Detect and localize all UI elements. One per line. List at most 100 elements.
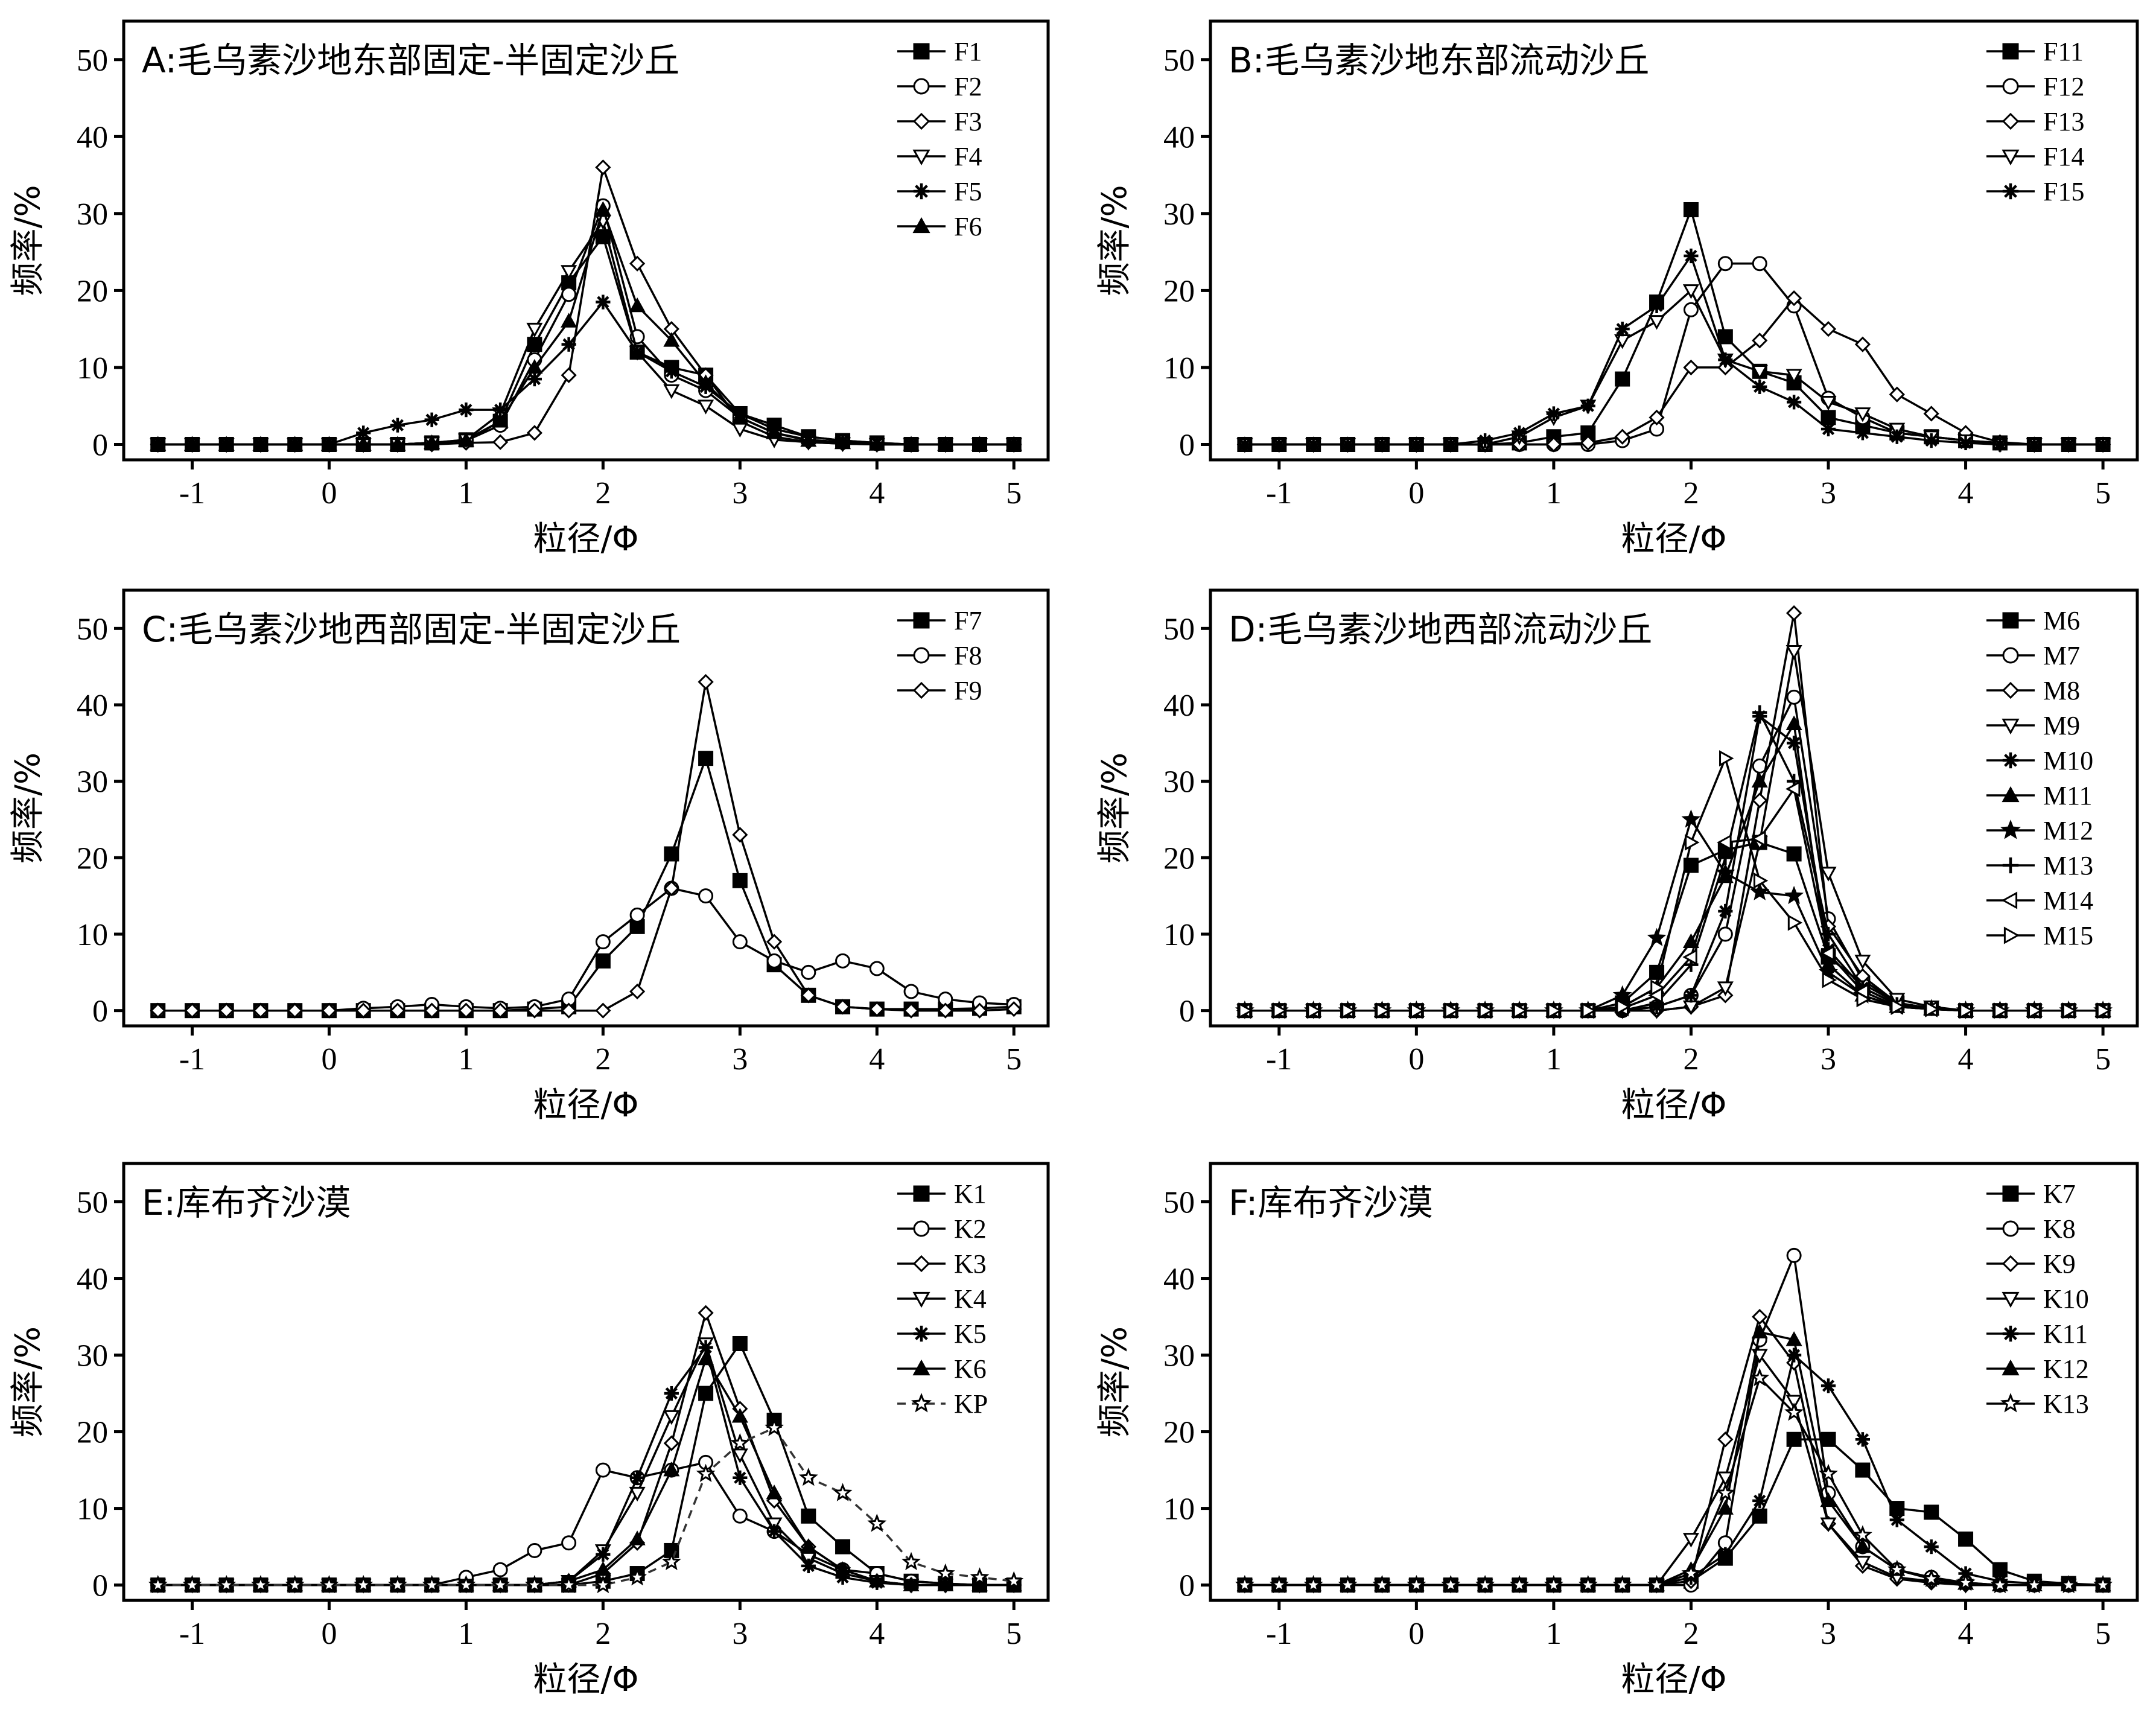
data-point-m15 xyxy=(1650,979,1665,996)
legend-label: M15 xyxy=(2043,921,2093,950)
x-tick-label: 2 xyxy=(595,476,611,511)
data-point-f9 xyxy=(732,827,748,843)
x-tick-label: 5 xyxy=(2095,1617,2111,1651)
data-point-f6 xyxy=(868,436,885,451)
data-point-m10 xyxy=(1684,988,1699,1003)
data-point-f9 xyxy=(903,1002,920,1019)
data-point-m14 xyxy=(1751,830,1766,847)
data-point-m12 xyxy=(1681,809,1701,828)
y-tick-label: 10 xyxy=(1163,1492,1195,1527)
data-point-k13 xyxy=(1510,1574,1529,1594)
data-point-f14 xyxy=(1786,369,1802,384)
data-point-kp xyxy=(285,1574,305,1594)
data-point-f7 xyxy=(732,873,748,888)
series-line-k3 xyxy=(157,1309,1014,1586)
series-line-k1 xyxy=(157,1341,1014,1586)
data-point-m15 xyxy=(1238,1002,1253,1019)
x-tick-label: 0 xyxy=(1408,1042,1424,1077)
data-point-k2 xyxy=(561,1535,577,1551)
data-point-kp xyxy=(559,1574,579,1594)
data-point-k13 xyxy=(1921,1568,1941,1587)
data-point-m15 xyxy=(1994,1002,2009,1019)
legend-label: K4 xyxy=(954,1284,987,1314)
legend-marker xyxy=(2000,1393,2021,1413)
x-tick-label: 4 xyxy=(869,1617,885,1651)
series-k11 xyxy=(1237,1348,2111,1593)
y-tick-label: 40 xyxy=(1163,689,1195,723)
data-point-k6 xyxy=(971,1576,988,1591)
data-point-m12 xyxy=(1750,882,1770,900)
legend-item: M10 xyxy=(1986,746,2093,775)
legend-item: K5 xyxy=(897,1319,987,1349)
data-point-m12 xyxy=(1716,862,1735,882)
legend-item: K3 xyxy=(897,1249,987,1279)
series-k8 xyxy=(1237,1247,2111,1593)
data-point-f15 xyxy=(1443,437,1458,452)
data-point-k10 xyxy=(1854,1556,1871,1571)
data-point-f5 xyxy=(459,402,474,418)
legend-item: F4 xyxy=(897,142,982,171)
data-point-f6 xyxy=(561,313,577,328)
panel-title: D:毛乌素沙地西部流动沙丘 xyxy=(1229,609,1652,650)
data-point-m11 xyxy=(1786,715,1802,730)
series-m15 xyxy=(1238,750,2112,1019)
legend-marker xyxy=(2002,612,2019,629)
data-point-f15 xyxy=(1992,437,2008,452)
data-point-kp xyxy=(696,1463,716,1482)
legend-item: F9 xyxy=(897,676,982,705)
data-point-k13 xyxy=(2093,1574,2113,1594)
series-k13 xyxy=(1235,1367,2113,1594)
data-point-f9 xyxy=(389,1002,406,1019)
data-point-k6 xyxy=(766,1485,783,1500)
series-line-k11 xyxy=(1244,1353,2104,1586)
data-point-k13 xyxy=(1681,1563,1701,1582)
series-line-f6 xyxy=(157,206,1014,446)
data-point-f5 xyxy=(424,412,439,427)
data-point-f9 xyxy=(355,1002,372,1019)
data-point-k1 xyxy=(835,1539,851,1555)
legend-marker xyxy=(912,149,930,166)
data-point-k13 xyxy=(1235,1574,1254,1594)
x-tick-label: 2 xyxy=(595,1042,611,1077)
data-point-k7 xyxy=(1958,1531,1974,1547)
x-axis-label: 粒径/Φ xyxy=(1621,1660,1727,1699)
data-point-f6 xyxy=(594,201,611,216)
data-point-f9 xyxy=(150,1002,166,1019)
legend-label: K7 xyxy=(2043,1179,2076,1209)
data-point-kp xyxy=(217,1574,237,1594)
series-line-f3 xyxy=(157,167,1014,446)
legend-item: F14 xyxy=(1986,142,2084,171)
data-point-m12 xyxy=(1647,928,1667,946)
x-tick-label: 0 xyxy=(1408,476,1424,511)
x-tick-label: 1 xyxy=(1546,1042,1562,1077)
data-point-k6 xyxy=(663,1461,680,1477)
data-point-m15 xyxy=(1410,1002,1425,1019)
x-tick-label: 2 xyxy=(1683,476,1699,511)
panel-e: 0 10 20 30 40 50 -1 0 1 2 3 4 5 粒径/Φ 频率/% E:库布齐沙漠 K1 K2 K3… xyxy=(8,1162,1050,1699)
data-point-f9 xyxy=(561,1002,577,1019)
data-point-k12 xyxy=(1786,1331,1802,1346)
series-line-m11 xyxy=(1244,721,2104,1012)
data-point-f6 xyxy=(800,432,817,447)
legend-label: K12 xyxy=(2043,1354,2089,1384)
series-line-m15 xyxy=(1244,755,2104,1012)
data-point-f9 xyxy=(424,1002,440,1019)
legend-label: F9 xyxy=(954,676,982,705)
legend: F11 F12 F13 F14 F15 xyxy=(1986,37,2084,206)
legend-marker xyxy=(913,183,930,200)
legend-label: K11 xyxy=(2043,1319,2088,1349)
data-point-m6 xyxy=(1786,846,1802,862)
legend-label: K13 xyxy=(2043,1389,2089,1419)
data-point-m15 xyxy=(1787,914,1803,931)
series-line-f11 xyxy=(1244,206,2104,446)
data-point-f11 xyxy=(1683,202,1699,217)
plot-frame xyxy=(1209,19,2139,462)
data-point-f12 xyxy=(1717,256,1733,272)
data-point-k13 xyxy=(1544,1574,1563,1594)
data-point-kp xyxy=(730,1433,750,1452)
x-tick-label: 3 xyxy=(1821,1617,1836,1651)
data-point-k10 xyxy=(1820,1517,1837,1533)
series-line-m14 xyxy=(1244,786,2104,1012)
y-tick-label: 40 xyxy=(77,1262,108,1297)
data-point-f9 xyxy=(766,934,783,950)
